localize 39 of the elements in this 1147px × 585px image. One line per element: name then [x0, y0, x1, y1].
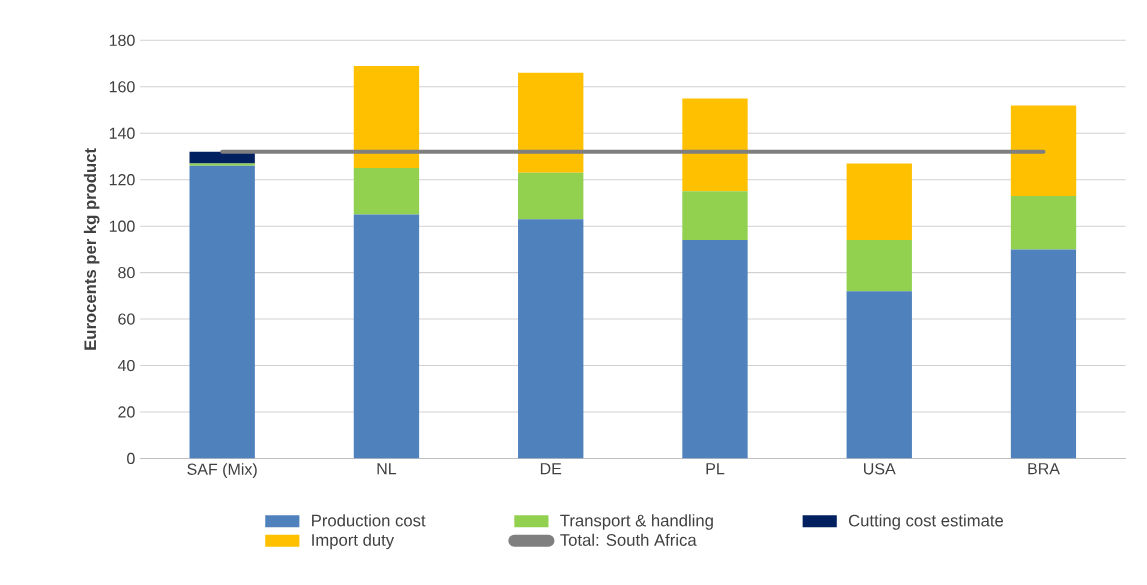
bar: [518, 72, 584, 173]
bar: [353, 65, 420, 169]
y-tick-label: 180: [109, 34, 135, 46]
y-tick-label: 20: [118, 406, 135, 418]
bar: [189, 163, 255, 166]
bar: [682, 98, 748, 192]
y-tick-label: 100: [109, 220, 135, 232]
legend-label: Cutting cost estimate: [848, 514, 1004, 530]
bar: [846, 240, 912, 292]
bar: [846, 163, 912, 241]
y-tick-label: 60: [118, 313, 135, 325]
legend-label: Transport & handling: [560, 514, 713, 530]
bar: [353, 168, 420, 215]
bar: [1010, 195, 1077, 250]
y-tick-label: 0: [127, 452, 135, 465]
y-tick-label: 80: [118, 266, 135, 279]
legend-label: Production cost: [312, 514, 426, 527]
y-tick-label: 160: [109, 81, 135, 93]
x-tick-label: BRA: [1028, 463, 1060, 475]
bar: [1010, 249, 1077, 459]
x-tick-label: NL: [377, 463, 397, 475]
y-tick-label: 40: [117, 359, 135, 372]
bar: [518, 172, 584, 220]
legend-label: Total: South Africa: [560, 533, 697, 546]
x-tick-label: USA: [864, 463, 896, 475]
y-axis-title: Eurocents per kg product: [83, 148, 100, 350]
bar: [518, 219, 584, 459]
legend-label: Import duty: [312, 533, 395, 550]
x-tick-label: DE: [540, 463, 562, 475]
bar: [682, 240, 748, 459]
y-tick-label: 120: [109, 173, 135, 186]
x-tick-label: PL: [706, 463, 725, 475]
y-tick-label: 140: [109, 127, 135, 139]
bar: [353, 214, 420, 459]
x-tick-label: SAF (Mix): [187, 463, 257, 478]
bar: [189, 165, 255, 459]
bar: [682, 191, 748, 241]
bar: [846, 291, 912, 459]
bar: [1010, 105, 1077, 196]
